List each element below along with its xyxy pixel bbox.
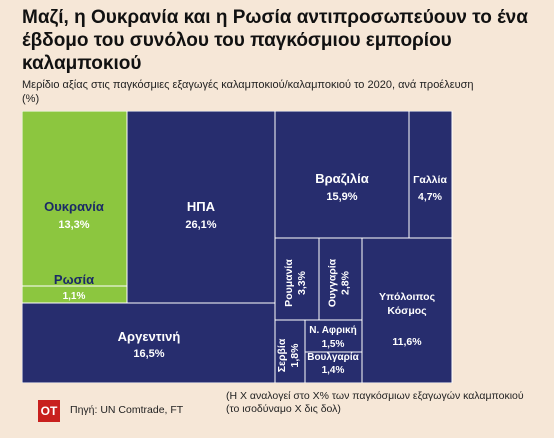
tile-0-name: Ουκρανία [44,199,104,214]
tile-4-rect [274,111,410,239]
tile-7-rect [318,237,363,321]
tile-10-rect [304,319,363,353]
tile-1-value: 1,1% [63,291,86,302]
tile-8-rect [361,237,453,383]
tile-6-name: Ρουμανία [283,259,295,307]
tile-6-value: 3,3% [296,270,308,295]
tile-7-name: Ουγγαρία [327,258,339,307]
chart-subtitle: Μερίδιο αξίας στις παγκόσμιες εξαγωγές κ… [22,79,474,105]
tile-1-name: Ρωσία [54,272,94,287]
tile-11-rect [304,351,363,383]
tile-0-value: 13,3% [58,219,89,231]
tile-9-value: 1,8% [289,343,301,368]
page-title: Μαζί, η Ουκρανία και η Ρωσία αντιπροσωπε… [22,7,528,74]
tile-0-rect [22,111,128,287]
tile-8-name: Υπόλοιπος Κόσμος [379,291,436,317]
tile-10-name: Ν. Αφρική [309,325,356,336]
tile-11-name: Βουλγαρία [307,352,359,363]
tile-2-value: 26,1% [185,219,216,231]
ot-logo: ΟΤ [38,400,60,422]
tile-9-rect [274,319,306,383]
source-text: Πηγή: UN Comtrade, FT [70,404,184,416]
treemap-tile-10: Ν. Αφρική 1,5% [304,319,363,353]
treemap-chart: Ουκρανία 13,3% Ρωσία 1,1% ΗΠΑ 26,1% Αργεντινή 1… [22,111,453,383]
tile-4-value: 15,9% [326,191,357,203]
tile-5-rect [408,111,453,239]
tile-3-rect [22,302,276,383]
treemap-tile-6: Ρουμανία 3,3% [274,237,320,321]
tile-6-rect [274,237,320,321]
tile-5-value: 4,7% [418,191,443,203]
tile-3-name: Αργεντινή [118,329,181,344]
treemap-tile-3: Αργεντινή 16,5% [22,302,276,383]
tile-9-name: Σερβία [276,338,288,372]
tile-2-rect [126,111,276,304]
tile-10-value: 1,5% [322,339,345,350]
tile-3-value: 16,5% [133,348,164,360]
tile-8-value: 11,6% [392,336,422,348]
treemap-tile-0: Ουκρανία 13,3% [22,111,128,287]
tile-2-name: ΗΠΑ [187,199,216,214]
tile-5-name: Γαλλία [413,174,447,186]
treemap-tile-9: Σερβία 1,8% [274,319,306,383]
treemap-tile-7: Ουγγαρία 2,8% [318,237,363,321]
treemap-tile-11: Βουλγαρία 1,4% [304,351,363,383]
tile-7-value: 2,8% [340,270,352,295]
note-text: (Η Χ αναλογεί στο Χ% των παγκόσμιων εξαγ… [226,390,524,415]
treemap-tile-8: Υπόλοιπος Κόσμος 11,6% [361,237,453,383]
treemap-tile-4: Βραζιλία 15,9% [274,111,410,239]
treemap-tile-2: ΗΠΑ 26,1% [126,111,276,304]
tile-11-value: 1,4% [322,365,345,376]
tile-4-name: Βραζιλία [315,171,369,186]
treemap-tile-5: Γαλλία 4,7% [408,111,453,239]
